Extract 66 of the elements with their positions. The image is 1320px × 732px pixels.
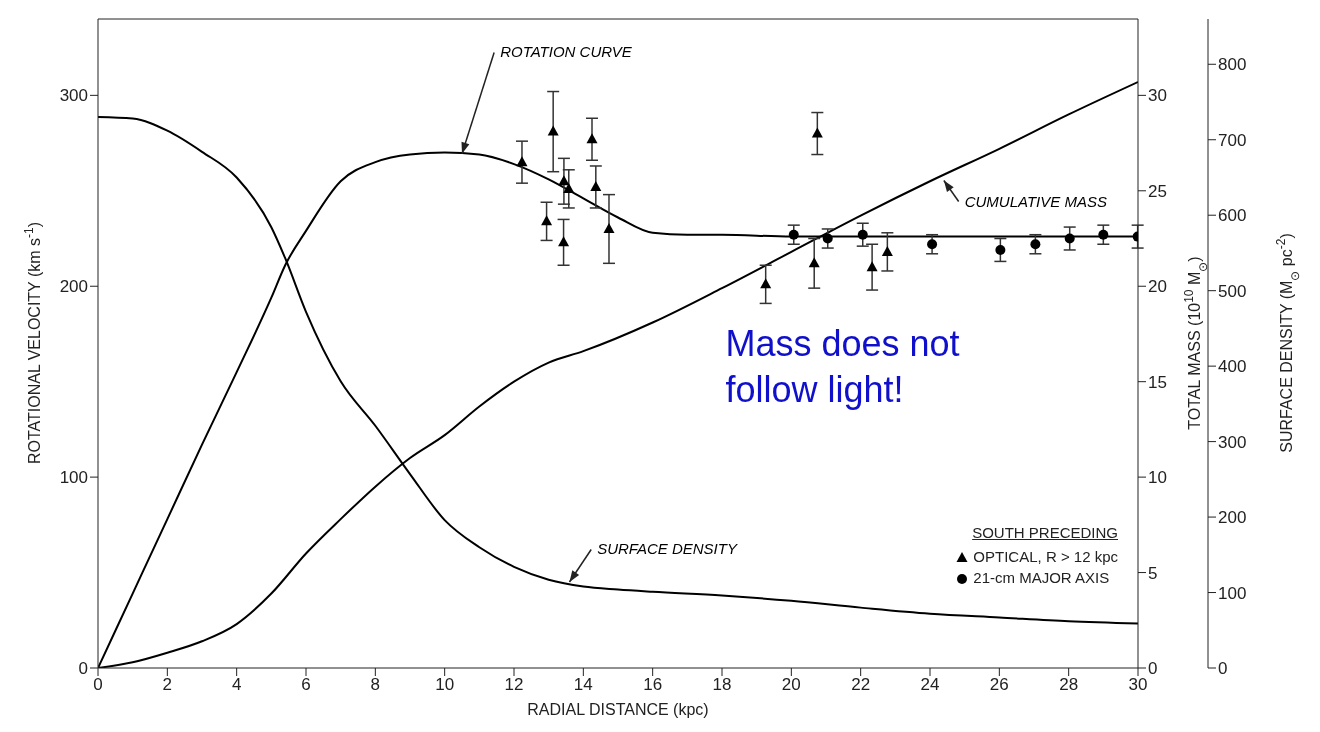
y3-tick-label: 600	[1218, 206, 1247, 226]
point	[586, 133, 598, 144]
point	[603, 222, 615, 233]
point	[927, 239, 938, 250]
y-tick-label: 100	[59, 468, 88, 488]
point	[558, 236, 570, 247]
y3-tick-label: 500	[1218, 281, 1247, 301]
point	[760, 278, 772, 289]
x-tick-label: 12	[504, 675, 524, 695]
text: ROTATION CURVE	[500, 43, 633, 61]
point	[1030, 239, 1041, 250]
legend-label: OPTICAL, R > 12 kpc	[973, 547, 1118, 567]
point	[788, 229, 799, 240]
x-tick-label: 8	[370, 675, 381, 695]
y2-tick-label: 30	[1148, 86, 1167, 106]
point	[881, 245, 893, 256]
point	[822, 233, 833, 244]
y3-tick-label: 300	[1218, 432, 1247, 452]
x-tick-label: 4	[231, 675, 242, 695]
y3-tick-label: 800	[1218, 55, 1247, 75]
y-tick-label: 0	[78, 659, 88, 679]
series-label: CUMULATIVE MASS	[964, 192, 1107, 210]
y2-tick-label: 15	[1148, 372, 1167, 392]
point	[563, 182, 575, 193]
point	[541, 215, 553, 226]
y-tick-label: 300	[59, 86, 88, 106]
x-tick-label: 10	[435, 675, 455, 695]
point	[857, 229, 868, 240]
y3-tick-label: 700	[1218, 130, 1247, 150]
x-tick-label: 6	[301, 675, 311, 695]
y2-tick-label: 20	[1148, 277, 1167, 297]
y2-tick-label: 0	[1148, 659, 1158, 679]
x-tick-label: 26	[989, 675, 1009, 695]
x-tick-label: 14	[573, 675, 593, 695]
x-tick-label: 20	[781, 675, 801, 695]
y2-tick-label: 25	[1148, 181, 1167, 201]
point	[808, 257, 820, 268]
x-axis-title: RADIAL DISTANCE (kpc)	[527, 701, 709, 718]
text: SURFACE DENSITY	[597, 540, 738, 558]
y3-tick-label: 100	[1218, 583, 1247, 603]
x-tick-label: 2	[162, 675, 173, 695]
x-tick-label: 24	[920, 675, 940, 695]
x-tick-label: 30	[1128, 675, 1148, 695]
y3-tick-label: 200	[1218, 508, 1247, 528]
point	[811, 127, 823, 138]
x-tick-label: 28	[1059, 675, 1079, 695]
y2-tick-label: 5	[1148, 563, 1158, 583]
point	[547, 125, 559, 136]
y3-tick-label: 400	[1218, 357, 1247, 377]
y-tick-label: 200	[59, 277, 88, 297]
point	[995, 244, 1006, 255]
x-tick-label: 0	[93, 675, 103, 695]
point	[1064, 233, 1075, 244]
annotation: Mass does not follow light!	[725, 323, 960, 411]
x-tick-label: 18	[712, 675, 732, 695]
point	[1098, 229, 1109, 240]
legend-label: 21-cm MAJOR AXIS	[973, 568, 1110, 588]
legend-title: SOUTH PRECEDING	[971, 523, 1118, 543]
y3-tick-label: 0	[1218, 659, 1228, 679]
point	[866, 261, 878, 272]
y2-tick-label: 10	[1148, 468, 1167, 488]
point	[590, 180, 602, 191]
x-tick-label: 16	[643, 675, 663, 695]
point	[558, 175, 570, 186]
point	[516, 156, 528, 167]
x-tick-label: 22	[851, 675, 871, 695]
